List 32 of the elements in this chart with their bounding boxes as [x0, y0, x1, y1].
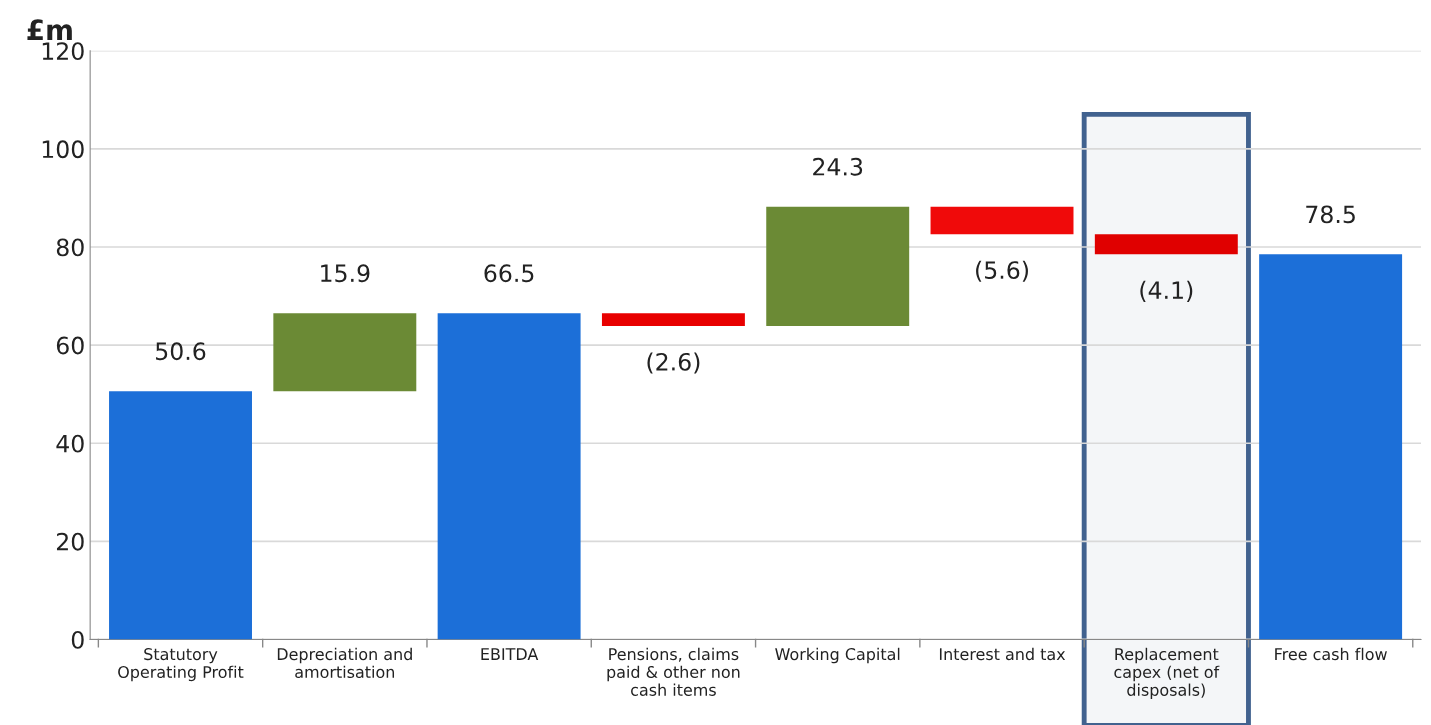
x-tick-label: Depreciation and amortisation — [277, 647, 412, 679]
y-tick-label: 80 — [56, 238, 84, 257]
data-label: 24.3 — [813, 157, 863, 176]
data-label: (2.6) — [647, 352, 700, 374]
x-tick-label: EBITDA — [481, 648, 539, 660]
data-label: 78.5 — [1306, 205, 1355, 224]
bar — [601, 313, 745, 326]
y-tick-label: 40 — [56, 434, 84, 453]
bar — [273, 313, 417, 392]
x-tick-label: Free cash flow — [1275, 647, 1387, 661]
x-tick-label: Statutory Operating Profit — [118, 648, 244, 682]
x-tick-label: Working Capital — [775, 647, 900, 664]
data-label: 66.5 — [484, 264, 534, 283]
x-tick-label: Interest and tax — [939, 647, 1066, 661]
bar — [1259, 254, 1403, 640]
y-tick-label: 0 — [71, 630, 84, 649]
bar — [437, 313, 581, 640]
data-label: 50.6 — [156, 342, 206, 361]
y-tick-label: 60 — [56, 336, 84, 355]
bar — [930, 206, 1074, 235]
x-tick-label: Replacement capex (net of disposals) — [1114, 647, 1220, 700]
y-axis-title: £m — [27, 19, 72, 40]
data-label: 15.9 — [321, 264, 370, 283]
data-label: (4.1) — [1140, 280, 1193, 302]
y-tick-label: 20 — [56, 532, 84, 551]
x-tick-label: Pensions, claims paid & other non cash items — [607, 647, 740, 696]
bar — [1094, 234, 1238, 255]
bar — [109, 391, 252, 640]
bar — [766, 206, 910, 326]
y-tick-label: 100 — [42, 140, 84, 159]
y-tick-label: 120 — [42, 42, 84, 61]
data-label: (5.6) — [976, 260, 1028, 282]
